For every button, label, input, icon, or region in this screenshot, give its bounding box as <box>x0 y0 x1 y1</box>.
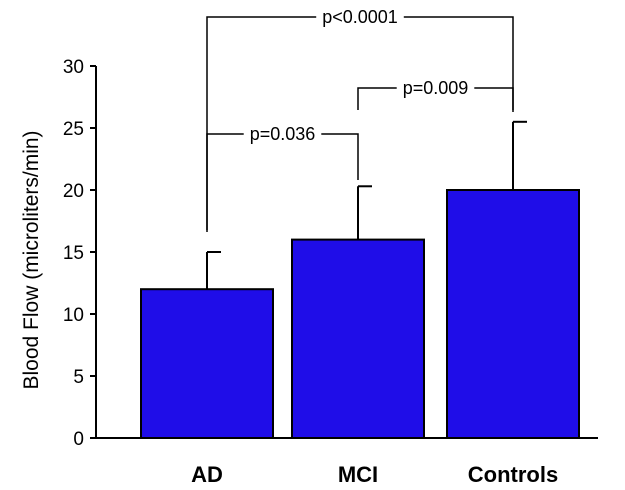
y-tick-label: 10 <box>63 305 84 326</box>
bracket-line <box>206 133 359 232</box>
error-bars <box>206 120 527 290</box>
bar-controls <box>446 189 580 439</box>
y-tick-label: 30 <box>63 57 84 78</box>
category-label: Controls <box>468 462 558 487</box>
p-value-label: p=0.009 <box>403 78 469 98</box>
p-value-label-bg <box>316 6 404 28</box>
p-value-label: p<0.0001 <box>322 7 398 27</box>
y-tick-label: 20 <box>63 181 84 202</box>
p-value-label-bg <box>396 77 475 99</box>
p-value-label: p=0.036 <box>250 124 316 144</box>
significance-brackets: p<0.0001 p=0.036 p=0.009 <box>206 6 514 232</box>
bars <box>140 189 580 440</box>
p-value-label-bg <box>243 123 322 145</box>
category-label: MCI <box>338 462 378 487</box>
bar-mci <box>291 238 425 439</box>
labels: 0 5 10 15 20 25 30 Blood Flow (microliters/min)… <box>20 57 558 487</box>
y-tick-label: 25 <box>63 119 84 140</box>
category-label: AD <box>191 462 223 487</box>
bar-ad <box>140 288 274 440</box>
y-tick-label: 5 <box>73 367 84 388</box>
y-tick-label: 0 <box>73 429 84 450</box>
y-tick-label: 15 <box>63 243 84 264</box>
y-axis-label: Blood Flow (microliters/min) <box>20 130 43 389</box>
